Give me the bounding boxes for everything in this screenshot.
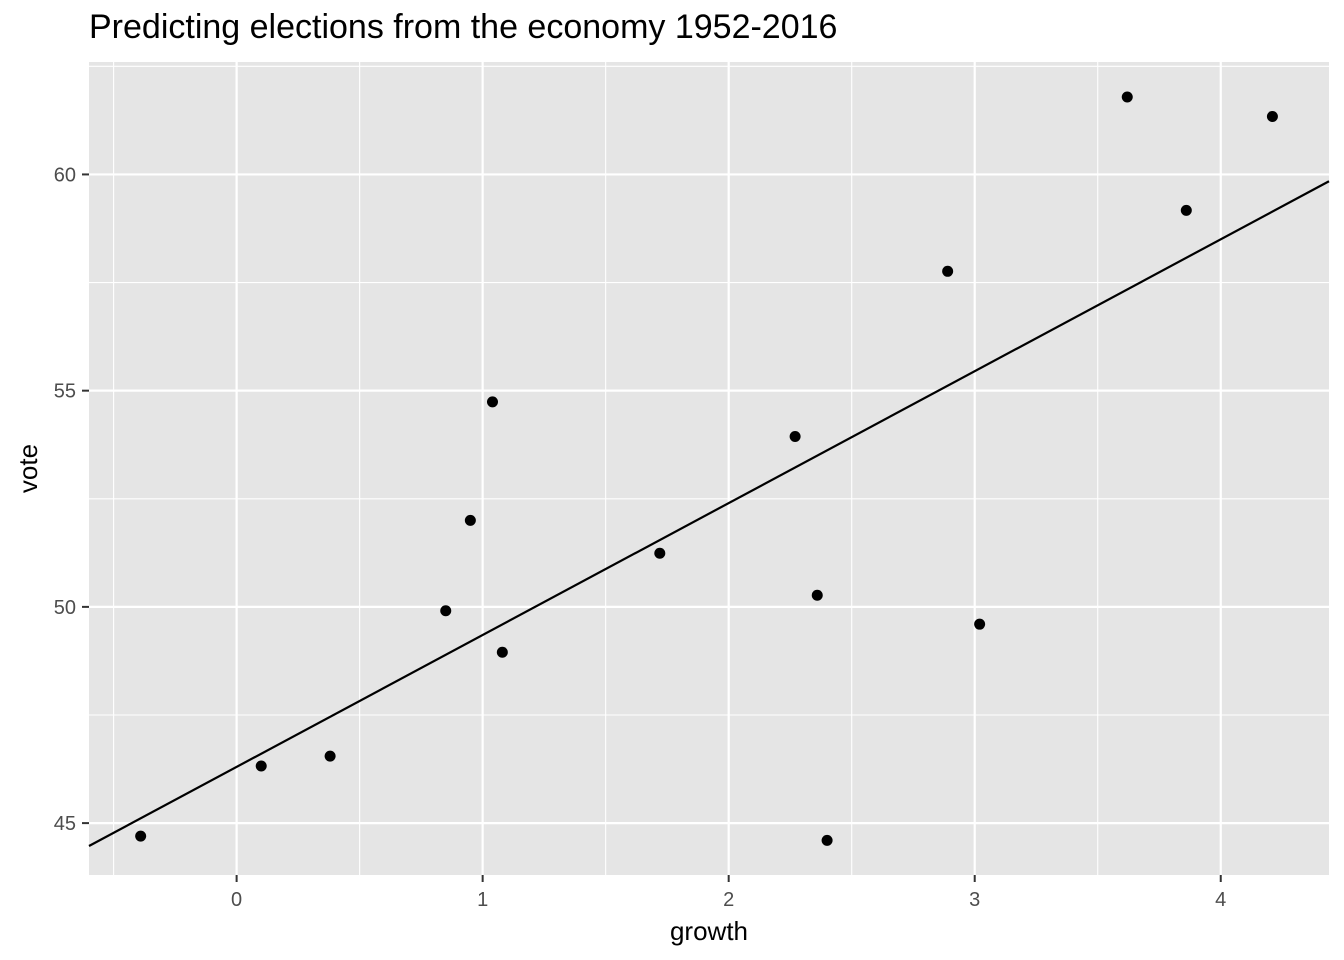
- data-point: [811, 589, 823, 601]
- data-point: [486, 396, 498, 408]
- data-point: [942, 265, 954, 277]
- data-point: [496, 646, 508, 658]
- data-point: [1266, 110, 1278, 122]
- x-tick-label: 3: [969, 889, 980, 911]
- chart-title: Predicting elections from the economy 19…: [89, 8, 838, 46]
- data-point: [821, 834, 833, 846]
- major-gridlines: [89, 62, 1329, 875]
- minor-gridlines: [89, 62, 1329, 875]
- x-tick-label: 4: [1215, 889, 1226, 911]
- data-point: [1121, 91, 1133, 103]
- x-axis: 0 1 2 3 4: [231, 875, 1226, 911]
- data-point: [440, 605, 452, 617]
- x-axis-title: growth: [670, 916, 748, 946]
- y-tick-label: 45: [54, 813, 76, 835]
- data-point: [1180, 204, 1192, 216]
- x-tick-label: 0: [231, 889, 242, 911]
- data-point: [464, 514, 476, 526]
- plot-panel: [89, 62, 1329, 875]
- y-axis-title: vote: [13, 444, 43, 493]
- regression-line-layer: [88, 180, 1330, 847]
- data-point: [974, 618, 986, 630]
- y-axis: 45 50 55 60: [54, 164, 89, 835]
- data-point: [324, 750, 336, 762]
- x-tick-label: 2: [723, 889, 734, 911]
- data-points: [135, 91, 1278, 846]
- regression-line: [88, 180, 1330, 847]
- x-tick-label: 1: [477, 889, 488, 911]
- y-tick-label: 55: [54, 381, 76, 403]
- y-tick-label: 50: [54, 597, 76, 619]
- data-point: [789, 430, 801, 442]
- data-point: [654, 547, 666, 559]
- data-point: [135, 830, 147, 842]
- y-tick-label: 60: [54, 164, 76, 186]
- data-point: [255, 760, 267, 772]
